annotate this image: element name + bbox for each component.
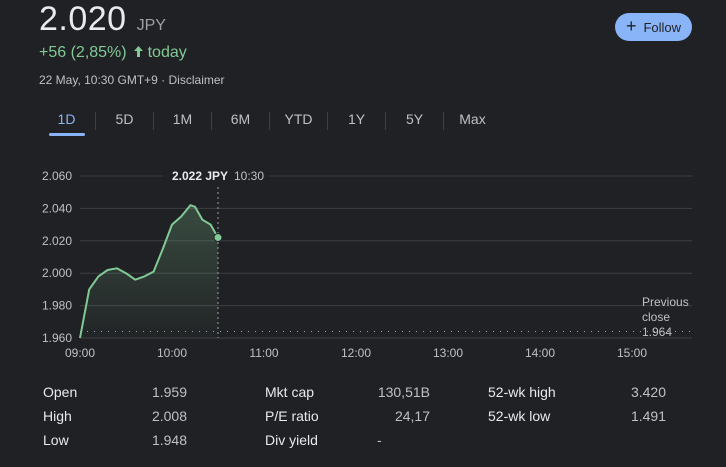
change-value: +56 (2,85%)	[39, 44, 127, 61]
stat-row: Low 1.948	[43, 432, 187, 456]
stat-row: Mkt cap 130,51B	[265, 384, 430, 408]
y-tick-label: 2.020	[42, 234, 72, 248]
current-price: 2.020	[39, 0, 127, 38]
stat-label-high: High	[43, 408, 72, 424]
stat-value-52wk-low: 1.491	[630, 408, 666, 424]
hover-point	[213, 233, 223, 243]
stat-label-div-yield: Div yield	[265, 432, 318, 448]
tooltip-time: 10:30	[234, 169, 264, 183]
stat-value-52wk-high: 3.420	[630, 384, 666, 400]
stat-label-pe-ratio: P/E ratio	[265, 408, 319, 424]
stat-label-52wk-high: 52-wk high	[488, 384, 556, 400]
x-tick-label: 11:00	[249, 346, 278, 360]
tab-1y[interactable]: 1Y	[347, 111, 366, 127]
timestamp: 22 May, 10:30 GMT+9	[39, 73, 158, 87]
tooltip-box	[163, 166, 269, 186]
stat-row: 52-wk low 1.491	[488, 408, 666, 432]
price-line	[79, 204, 219, 339]
previous-close-value: 1.964	[642, 325, 672, 339]
y-tick-label: 1.980	[42, 299, 72, 313]
timestamp-row: 22 May, 10:30 GMT+9 · Disclaimer	[39, 73, 225, 87]
tab-divider	[211, 112, 212, 130]
stats-column-2: Mkt cap 130,51B P/E ratio 24,17 Div yiel…	[265, 384, 430, 456]
tab-divider	[443, 112, 444, 130]
previous-close-label: close	[642, 310, 670, 324]
x-tick-label: 14:00	[525, 346, 555, 360]
stat-value-mkt-cap: 130,51B	[377, 384, 430, 400]
price-header: 2.020 JPY	[39, 0, 166, 39]
tab-divider	[385, 112, 386, 130]
tab-divider	[269, 112, 270, 130]
previous-close-label: Previous	[642, 295, 689, 309]
y-tick-label: 2.060	[42, 169, 72, 183]
tab-divider	[327, 112, 328, 130]
disclaimer-link[interactable]: Disclaimer	[168, 73, 225, 87]
stat-label-low: Low	[43, 432, 69, 448]
tab-6m[interactable]: 6M	[230, 111, 251, 127]
stat-value-low: 1.948	[151, 432, 187, 448]
tab-max[interactable]: Max	[459, 111, 486, 127]
stat-row: 52-wk high 3.420	[488, 384, 666, 408]
follow-label: Follow	[643, 19, 682, 35]
price-area-fill	[80, 205, 218, 338]
stats-column-3: 52-wk high 3.420 52-wk low 1.491	[488, 384, 666, 432]
y-tick-label: 2.040	[42, 201, 72, 215]
tab-1m[interactable]: 1M	[172, 111, 193, 127]
arrow-up-icon	[133, 45, 144, 62]
x-tick-label: 10:00	[157, 346, 187, 360]
stat-value-open: 1.959	[151, 384, 187, 400]
meta-separator: ·	[157, 73, 169, 87]
tab-5d[interactable]: 5D	[115, 111, 134, 127]
x-tick-label: 15:00	[617, 346, 647, 360]
time-range-tabs: 1D 5D 1M 6M YTD 1Y 5Y Max	[38, 109, 501, 136]
x-tick-label: 09:00	[65, 346, 95, 360]
stat-label-mkt-cap: Mkt cap	[265, 384, 315, 400]
price-change: +56 (2,85%) today	[39, 44, 187, 62]
follow-button[interactable]: + Follow	[615, 13, 692, 41]
x-tick-label: 13:00	[433, 346, 463, 360]
currency-code: JPY	[136, 17, 166, 34]
stat-label-open: Open	[43, 384, 78, 400]
tab-divider	[95, 112, 96, 130]
change-period: today	[147, 44, 187, 61]
y-tick-label: 2.000	[42, 266, 72, 280]
plus-icon: +	[625, 16, 637, 36]
x-tick-label: 12:00	[341, 346, 371, 360]
stats-column-1: Open 1.959 High 2.008 Low 1.948	[43, 384, 187, 456]
tab-divider	[153, 112, 154, 130]
stat-value-high: 2.008	[151, 408, 187, 424]
stat-row: P/E ratio 24,17	[265, 408, 430, 432]
tooltip-value: 2.022 JPY	[172, 169, 228, 183]
stat-row: Div yield -	[265, 432, 430, 456]
tab-ytd[interactable]: YTD	[284, 111, 313, 127]
tab-5y[interactable]: 5Y	[405, 111, 424, 127]
stat-row: High 2.008	[43, 408, 187, 432]
stat-label-52wk-low: 52-wk low	[488, 408, 551, 424]
stat-value-pe-ratio: 24,17	[394, 408, 430, 424]
stat-row: Open 1.959	[43, 384, 187, 408]
y-tick-label: 1.960	[42, 331, 72, 345]
tab-1d[interactable]: 1D	[38, 109, 95, 136]
stat-value-div-yield: -	[377, 432, 382, 448]
